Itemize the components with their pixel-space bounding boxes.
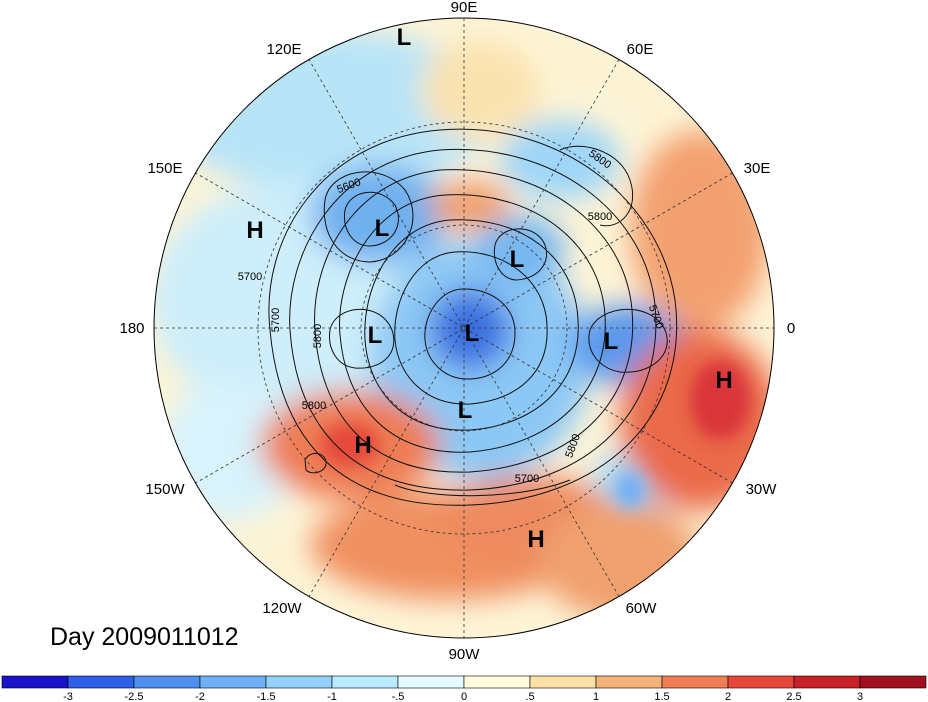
lon-label-90e: 90E xyxy=(451,0,478,16)
polar-map-disc xyxy=(154,18,774,638)
contour-label: 5800 xyxy=(312,324,324,348)
colorbar-swatch xyxy=(1,675,69,689)
contour-label: 5700 xyxy=(238,271,262,283)
colorbar-swatch xyxy=(265,675,333,689)
colorbar-swatch xyxy=(793,675,861,689)
lon-label-30e: 30E xyxy=(744,160,771,177)
colorbar-tick-label: -2.5 xyxy=(125,691,144,702)
contour-label: 5800 xyxy=(302,400,326,412)
longitude-labels: 90E 60E 30E 0 30W 60W 90W 120W 150W 180 … xyxy=(119,0,795,663)
colorbar-tick-label: 1.5 xyxy=(654,691,669,702)
colorbar-swatch xyxy=(463,675,531,689)
colorbar-tick-label: 0 xyxy=(461,691,467,702)
colorbar-swatch xyxy=(397,675,465,689)
colorbar-tick-label: -1.5 xyxy=(257,691,276,702)
colorbar-swatch xyxy=(529,675,597,689)
colorbar-tick-label: 2 xyxy=(725,691,731,702)
contour-label: 5800 xyxy=(588,211,612,223)
low-pressure-marker: L xyxy=(375,215,390,242)
colorbar-tick-label: 3 xyxy=(857,691,863,702)
colorbar-tick-label: 1 xyxy=(593,691,599,702)
high-pressure-marker: H xyxy=(354,432,371,459)
low-pressure-marker: L xyxy=(604,328,619,355)
colorbar: -3 -2.5 -2 -1.5 -1 -.5 0 .5 1 1.5 2 2.5 3 xyxy=(1,675,927,702)
lon-label-0: 0 xyxy=(787,320,795,337)
low-pressure-marker: L xyxy=(368,322,383,349)
low-pressure-marker: L xyxy=(510,246,525,273)
lon-label-120w: 120W xyxy=(262,600,302,617)
lon-label-90w: 90W xyxy=(449,646,481,663)
high-pressure-marker: H xyxy=(246,217,263,244)
lon-label-30w: 30W xyxy=(746,481,778,498)
colorbar-tick-label: -3 xyxy=(63,691,73,702)
contour-label: 5700 xyxy=(270,308,282,332)
colorbar-tick-label: 2.5 xyxy=(786,691,801,702)
high-pressure-marker: H xyxy=(715,367,732,394)
colorbar-swatch xyxy=(67,675,135,689)
colorbar-tick-label: -2 xyxy=(195,691,205,702)
colorbar-swatch xyxy=(661,675,729,689)
low-pressure-marker: L xyxy=(397,24,412,51)
colorbar-swatch xyxy=(595,675,663,689)
high-pressure-marker: H xyxy=(527,526,544,553)
colorbar-swatch xyxy=(133,675,201,689)
lon-label-150w: 150W xyxy=(145,481,185,498)
low-pressure-marker: L xyxy=(465,320,480,347)
pressure-system-markers: L L L L L L L H H H H xyxy=(246,24,732,553)
colorbar-swatch xyxy=(859,675,927,689)
height-contours xyxy=(268,128,677,506)
day-title: Day 2009011012 xyxy=(50,623,239,651)
contour-label: 5700 xyxy=(515,473,539,485)
colorbar-swatch xyxy=(199,675,267,689)
low-pressure-marker: L xyxy=(458,397,473,424)
lon-label-120e: 120E xyxy=(266,41,301,58)
lon-label-150e: 150E xyxy=(147,160,182,177)
map-boundary xyxy=(153,17,775,639)
lon-label-60w: 60W xyxy=(626,600,658,617)
lon-label-60e: 60E xyxy=(627,41,654,58)
colorbar-swatch xyxy=(331,675,399,689)
colorbar-tick-label: -1 xyxy=(327,691,337,702)
colorbar-tick-label: -.5 xyxy=(392,691,405,702)
graticule xyxy=(154,18,774,638)
colorbar-tick-label: .5 xyxy=(525,691,534,702)
colorbar-swatch xyxy=(727,675,795,689)
lon-label-180: 180 xyxy=(119,320,144,337)
